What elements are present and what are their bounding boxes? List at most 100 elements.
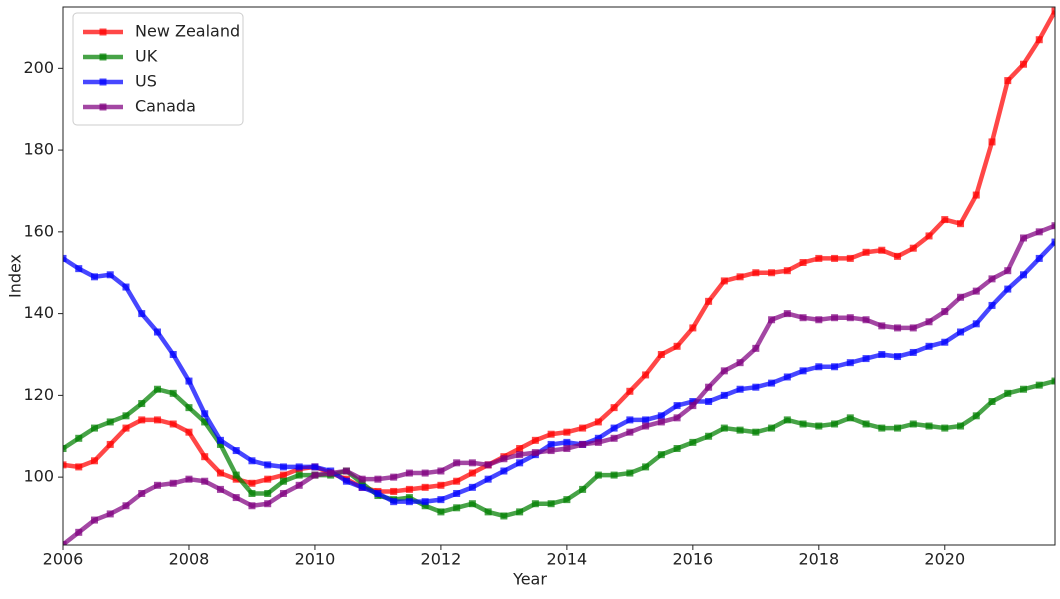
series-line xyxy=(63,223,1055,545)
marker xyxy=(106,418,114,426)
marker xyxy=(421,498,429,506)
marker xyxy=(878,322,886,330)
marker xyxy=(153,416,161,424)
marker xyxy=(657,451,665,459)
marker xyxy=(642,416,650,424)
marker xyxy=(957,293,965,301)
marker xyxy=(390,473,398,481)
marker xyxy=(878,424,886,432)
marker xyxy=(531,449,539,457)
marker xyxy=(547,447,555,455)
marker xyxy=(516,451,524,459)
marker xyxy=(736,273,744,281)
marker xyxy=(689,438,697,446)
marker xyxy=(185,404,193,412)
marker xyxy=(122,502,130,510)
marker xyxy=(63,461,67,469)
marker xyxy=(909,244,917,252)
marker xyxy=(705,432,713,440)
marker xyxy=(610,434,618,442)
marker xyxy=(358,483,366,491)
marker xyxy=(169,389,177,397)
marker xyxy=(941,308,949,316)
marker xyxy=(673,414,681,422)
marker xyxy=(579,440,587,448)
marker xyxy=(657,350,665,358)
marker xyxy=(295,463,303,471)
marker xyxy=(925,342,933,350)
marker xyxy=(390,498,398,506)
marker xyxy=(437,496,445,504)
marker xyxy=(421,483,429,491)
x-tick-label: 2012 xyxy=(421,550,462,569)
marker xyxy=(752,428,760,436)
x-axis-label: Year xyxy=(512,570,547,589)
marker xyxy=(689,324,697,332)
y-tick-label: 140 xyxy=(23,303,54,322)
marker xyxy=(736,426,744,434)
marker xyxy=(972,320,980,328)
marker xyxy=(311,471,319,479)
marker xyxy=(75,265,83,273)
marker xyxy=(138,400,146,408)
marker xyxy=(106,271,114,279)
marker xyxy=(90,424,98,432)
marker xyxy=(594,434,602,442)
marker xyxy=(657,412,665,420)
marker xyxy=(453,504,461,512)
marker xyxy=(484,475,492,483)
marker xyxy=(264,500,272,508)
marker xyxy=(248,457,256,465)
marker xyxy=(563,445,571,453)
marker xyxy=(705,398,713,406)
marker xyxy=(264,461,272,469)
marker xyxy=(201,410,209,418)
marker xyxy=(153,328,161,336)
marker xyxy=(185,377,193,385)
marker xyxy=(831,254,839,262)
marker xyxy=(516,445,524,453)
x-tick-label: 2010 xyxy=(295,550,336,569)
marker xyxy=(878,246,886,254)
marker xyxy=(232,475,240,483)
marker xyxy=(626,387,634,395)
y-axis-label: Index xyxy=(6,254,25,298)
marker xyxy=(531,500,539,508)
marker xyxy=(925,318,933,326)
marker xyxy=(185,475,193,483)
marker xyxy=(216,485,224,493)
marker xyxy=(673,402,681,410)
marker xyxy=(768,379,776,387)
marker xyxy=(122,283,130,291)
marker xyxy=(295,471,303,479)
marker xyxy=(657,418,665,426)
marker xyxy=(642,371,650,379)
marker xyxy=(579,424,587,432)
legend-label: Canada xyxy=(135,97,196,116)
marker xyxy=(705,297,713,305)
marker xyxy=(563,496,571,504)
marker xyxy=(799,420,807,428)
marker xyxy=(862,316,870,324)
marker xyxy=(279,489,287,497)
plot-area xyxy=(63,7,1055,545)
marker xyxy=(279,463,287,471)
marker xyxy=(201,453,209,461)
marker xyxy=(720,367,728,375)
marker xyxy=(405,498,413,506)
x-tick-label: 2006 xyxy=(43,550,84,569)
marker xyxy=(815,316,823,324)
marker xyxy=(63,445,67,453)
marker xyxy=(547,440,555,448)
marker xyxy=(468,500,476,508)
y-tick-label: 180 xyxy=(23,140,54,159)
marker xyxy=(1020,60,1028,68)
marker xyxy=(138,416,146,424)
marker xyxy=(689,398,697,406)
series-line xyxy=(63,240,1055,504)
marker xyxy=(437,508,445,516)
marker xyxy=(453,489,461,497)
marker xyxy=(232,447,240,455)
marker xyxy=(484,461,492,469)
marker xyxy=(988,301,996,309)
